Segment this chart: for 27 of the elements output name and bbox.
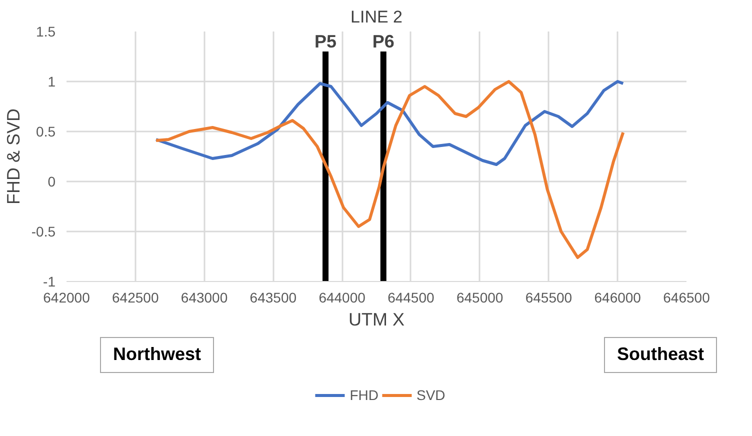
x-tick-label: 644500 bbox=[388, 290, 435, 306]
y-axis-title: FHD & SVD bbox=[3, 108, 24, 205]
text: Northwest bbox=[113, 343, 202, 366]
ref-line-label: P5 bbox=[314, 32, 337, 52]
y-tick-label: 1.5 bbox=[36, 24, 56, 40]
y-tick-label: 1 bbox=[48, 74, 56, 90]
ref-line-label: P6 bbox=[372, 32, 394, 52]
x-tick-label: 645000 bbox=[456, 290, 504, 306]
y-tick-label: 0 bbox=[48, 174, 56, 190]
legend-label: FHD bbox=[350, 386, 378, 403]
y-tick-label: -0.5 bbox=[31, 224, 56, 240]
x-tick-label: 643000 bbox=[180, 290, 228, 306]
x-axis-title: UTM X bbox=[348, 310, 404, 330]
line-series bbox=[154, 80, 625, 259]
text: Southeast bbox=[617, 343, 704, 366]
chart-title: LINE 2 bbox=[350, 8, 402, 26]
x-tick-label: 646000 bbox=[594, 290, 642, 306]
x-tick-label: 646500 bbox=[663, 290, 710, 306]
y-tick-label: -1 bbox=[43, 274, 56, 290]
x-tick-label: 645500 bbox=[525, 290, 572, 306]
line-series bbox=[154, 80, 625, 166]
x-tick-label: 642000 bbox=[43, 290, 90, 306]
legend-label: SVD bbox=[416, 386, 446, 403]
y-tick-label: 0.5 bbox=[36, 124, 56, 140]
x-tick-label: 644000 bbox=[318, 290, 366, 306]
x-tick-label: 642500 bbox=[112, 290, 159, 306]
x-tick-label: 643500 bbox=[250, 290, 297, 306]
